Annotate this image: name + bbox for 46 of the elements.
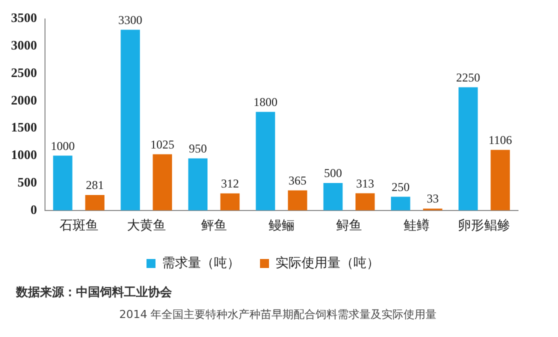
data-label: 33 xyxy=(426,192,439,206)
data-label: 313 xyxy=(356,176,374,190)
bar xyxy=(288,190,308,210)
y-tick-label: 2000 xyxy=(11,92,37,108)
x-tick-label: 鳗鲡 xyxy=(268,218,294,234)
bar xyxy=(490,150,510,210)
x-tick-label: 大黄鱼 xyxy=(126,218,166,234)
data-label: 1800 xyxy=(253,95,278,110)
data-label: 3300 xyxy=(118,12,142,27)
y-tick-label: 1500 xyxy=(11,120,37,135)
data-label: 365 xyxy=(288,174,307,188)
data-label: 2250 xyxy=(456,70,480,84)
x-tick-label: 鲟鱼 xyxy=(336,218,362,234)
data-label: 1106 xyxy=(488,133,512,148)
data-label: 250 xyxy=(392,180,410,194)
y-tick-label: 500 xyxy=(18,174,37,190)
data-label: 500 xyxy=(324,166,342,180)
legend-label: 实际使用量（吨） xyxy=(276,256,380,271)
x-tick-label: 卵形鲳鲹 xyxy=(458,218,510,234)
bar xyxy=(355,193,375,210)
y-tick-label: 3500 xyxy=(11,10,37,26)
y-tick-label: 1000 xyxy=(11,147,37,162)
x-tick-label: 石斑鱼 xyxy=(59,218,98,234)
bar xyxy=(188,158,208,210)
y-tick-label: 0 xyxy=(30,202,37,217)
bar xyxy=(53,156,72,210)
data-label: 1025 xyxy=(150,137,174,152)
bar xyxy=(458,87,478,210)
bar xyxy=(323,183,343,210)
data-label: 281 xyxy=(86,178,104,192)
bar xyxy=(220,193,240,210)
x-tick-label: 鲑鳟 xyxy=(404,218,430,234)
legend-label: 需求量（吨） xyxy=(162,256,240,271)
data-label: 950 xyxy=(188,142,207,156)
y-tick-label: 2500 xyxy=(11,64,37,80)
bar xyxy=(120,30,140,210)
data-label: 1000 xyxy=(50,138,75,153)
bar xyxy=(256,112,276,210)
bar xyxy=(85,195,104,210)
bar xyxy=(390,196,410,210)
bar xyxy=(152,154,172,210)
y-tick-label: 3000 xyxy=(11,38,37,53)
text: 2014 年全国主要特种水产种苗早期配合饲料需求量及实际使用量 xyxy=(118,307,438,322)
x-tick-label: 鲆鱼 xyxy=(200,218,227,234)
source-note: 数据来源：中国饲料工业协会 xyxy=(16,284,173,301)
data-label: 312 xyxy=(220,176,239,190)
